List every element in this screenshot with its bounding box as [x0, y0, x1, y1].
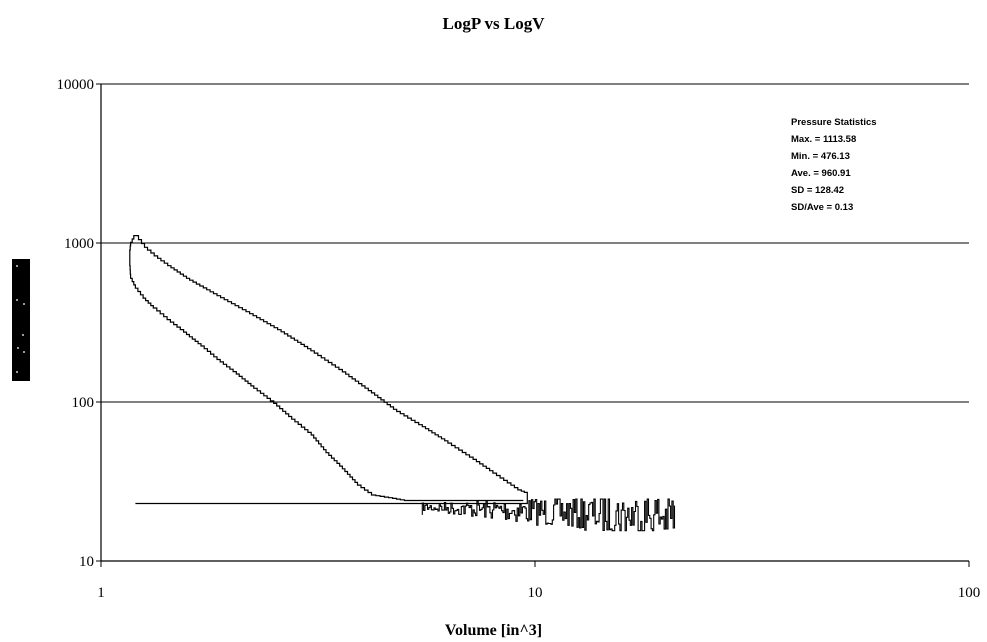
y-tick-label: 10	[79, 554, 94, 570]
x-tick-label: 1	[97, 585, 105, 601]
stats-heading: Pressure Statistics	[791, 117, 877, 128]
stats-line-sd-ave: SD/Ave = 0.13	[791, 202, 854, 213]
series-lines	[129, 235, 676, 532]
x-tick-label: 10	[528, 585, 543, 601]
axes	[96, 83, 970, 567]
chart-title: LogP vs LogV	[442, 14, 545, 33]
x-axis-title: Volume [in^3]	[444, 622, 543, 639]
x-tick-label: 100	[958, 585, 981, 601]
gridlines	[101, 83, 969, 403]
noise-region-line	[421, 498, 676, 532]
stats-line-ave: Ave. = 960.91	[791, 168, 851, 179]
series-line-0	[129, 235, 528, 505]
y-tick-label: 100	[72, 395, 95, 411]
y-tick-label: 10000	[57, 77, 95, 93]
y-axis-label-marker	[12, 259, 30, 381]
stats-line-max: Max. = 1113.58	[791, 134, 857, 145]
y-tick-label: 1000	[64, 236, 94, 252]
pressure-statistics-box: Pressure Statistics Max. = 1113.58 Min. …	[791, 114, 941, 216]
stats-line-min: Min. = 476.13	[791, 151, 850, 162]
stats-line-sd: SD = 128.42	[791, 185, 845, 196]
